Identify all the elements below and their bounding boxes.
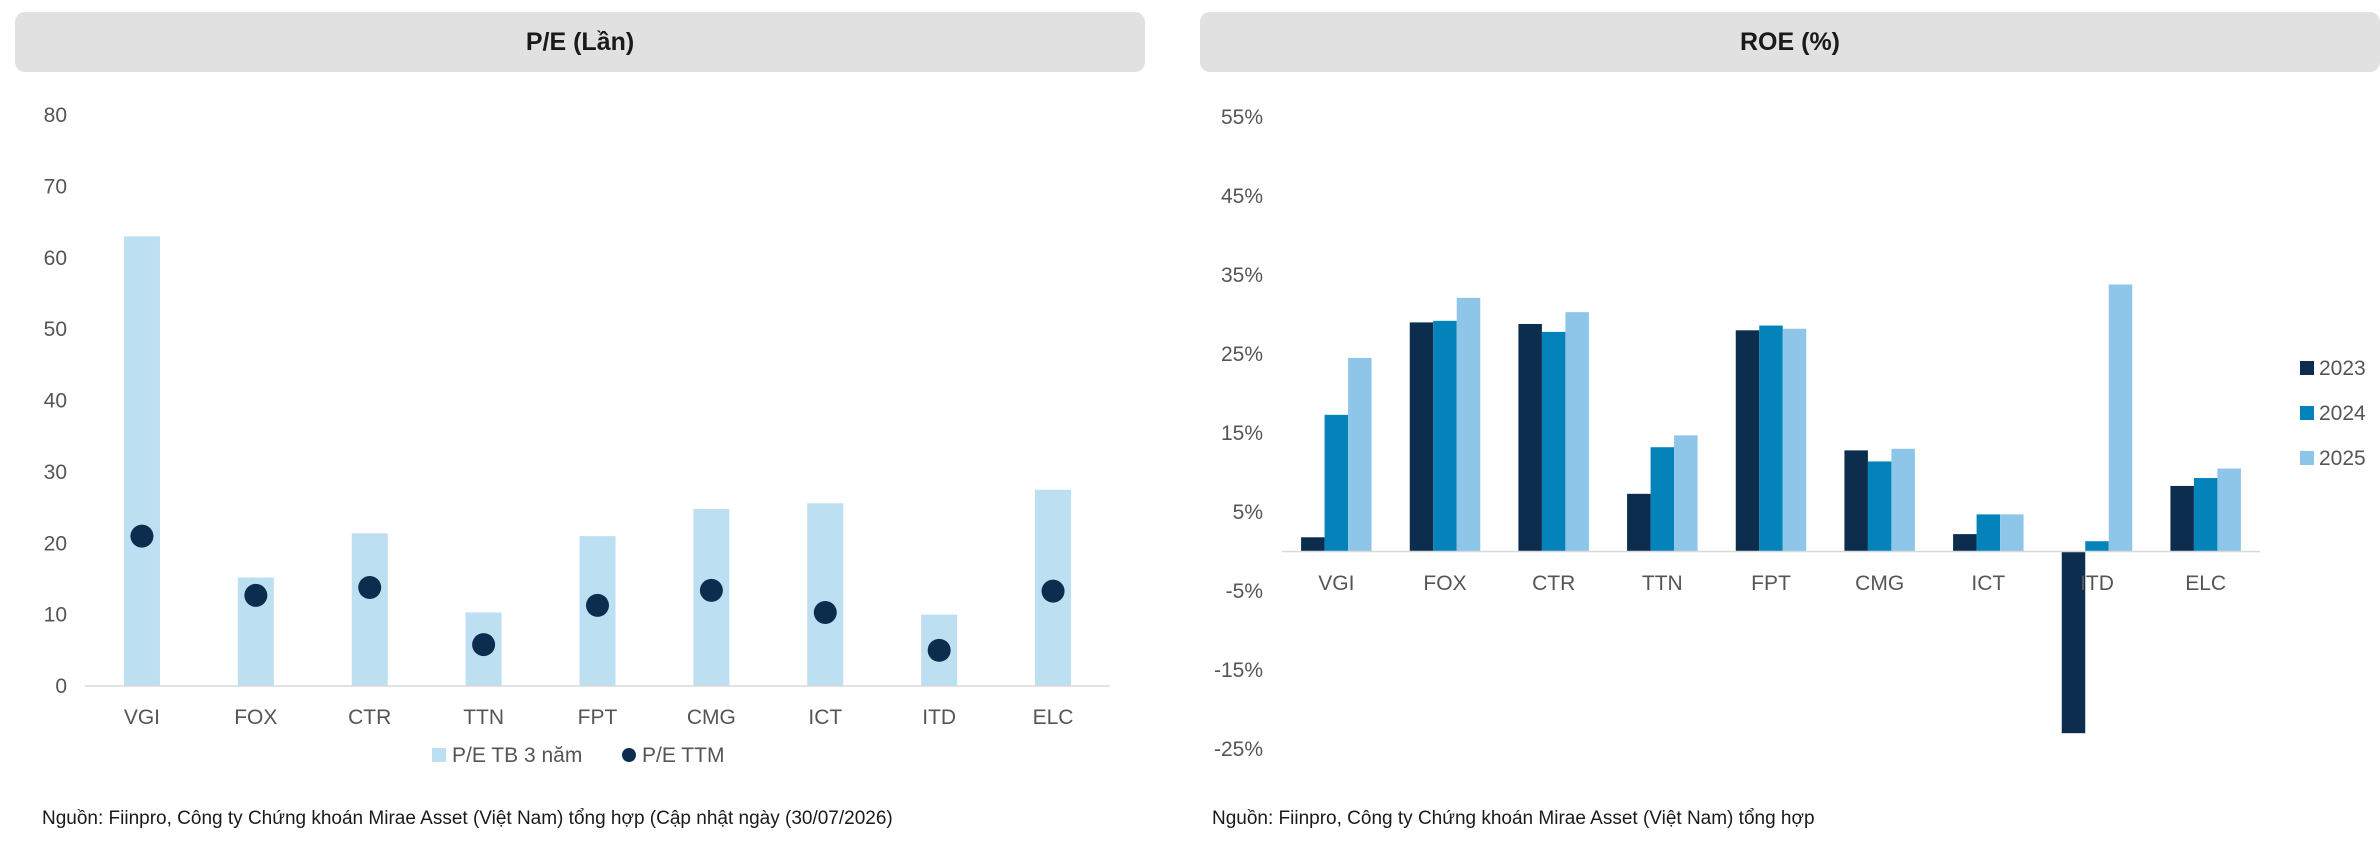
x-tick-label: FOX	[234, 706, 277, 729]
x-tick-label: TTN	[463, 706, 504, 729]
x-tick-label: FOX	[1423, 572, 1466, 595]
x-tick-label: ELC	[2185, 572, 2226, 595]
roe-bar-2025	[1348, 357, 1372, 552]
legend-label-pe-3yr-avg: P/E TB 3 năm	[452, 744, 582, 767]
pe-chart: 0 10 20 30 40 50 60 70 80 VGI FOX CTR TTN FPT CMG ICT IT…	[44, 104, 1110, 767]
roe-bar-2025	[1456, 297, 1481, 552]
pe-3yr-avg-bar	[351, 533, 388, 686]
legend-label-2024: 2024	[2319, 402, 2366, 425]
pe-3yr-avg-bar	[807, 503, 844, 686]
y-tick-label: 5%	[1233, 501, 1263, 524]
y-tick-label: -5%	[1226, 580, 1263, 603]
y-tick-label: 10	[44, 604, 67, 627]
roe-bar-2024	[1650, 447, 1675, 552]
roe-bar-2024	[1541, 331, 1566, 552]
pe-ttm-point	[130, 524, 154, 548]
roe-bar-2025	[2217, 468, 2241, 552]
y-tick-label: 25%	[1221, 343, 1263, 366]
roe-bar-2025	[1674, 435, 1698, 552]
y-tick-label: 40	[44, 390, 67, 413]
roe-bar-2023	[1518, 323, 1542, 552]
roe-bar-2025	[2000, 514, 2024, 552]
roe-chart: -25% -15% -5% 5% 15% 25% 35% 45% 55% VGI FOX CTR TTN…	[1214, 106, 2366, 761]
legend-label-pe-ttm: P/E TTM	[642, 744, 724, 767]
pe-chart-panel: P/E (Lần) 0 10 20 30 40 50 60 70 80 VGI FOX CTR TTN F…	[0, 0, 1160, 843]
y-tick-label: 15%	[1221, 422, 1263, 445]
pe-ttm-point	[358, 576, 382, 600]
y-tick-label: 60	[44, 247, 67, 270]
roe-bar-2025	[1565, 312, 1589, 552]
x-tick-label: ICT	[808, 706, 842, 729]
y-tick-label: 50	[44, 318, 67, 341]
y-tick-label: 80	[44, 104, 67, 127]
x-tick-label: VGI	[1318, 572, 1354, 595]
pe-ttm-point	[813, 600, 837, 624]
pe-ttm-point	[1041, 579, 1065, 603]
x-tick-label: CMG	[1855, 572, 1904, 595]
pe-ttm-point	[472, 633, 496, 657]
pe-ttm-point	[699, 578, 723, 602]
y-tick-label: -15%	[1214, 659, 1263, 682]
y-tick-label: 55%	[1221, 106, 1263, 129]
roe-bar-2023	[1953, 534, 1977, 552]
pe-3yr-avg-bar	[123, 236, 160, 686]
x-tick-label: ELC	[1033, 706, 1074, 729]
pe-ttm-point	[244, 583, 268, 607]
roe-bar-2025	[1891, 448, 1915, 552]
legend-swatch-2025	[2300, 451, 2314, 465]
legend-label-2023: 2023	[2319, 357, 2366, 380]
roe-bar-2024	[1976, 514, 2001, 552]
roe-bar-2025	[1782, 328, 1807, 552]
roe-bar-2023	[2061, 551, 2086, 734]
roe-bar-2023	[1844, 450, 1868, 552]
x-tick-label: ICT	[1971, 572, 2005, 595]
x-tick-label: CMG	[687, 706, 736, 729]
roe-bar-2023	[1627, 493, 1651, 552]
pe-source-note: Nguồn: Fiinpro, Công ty Chứng khoán Mira…	[42, 808, 893, 829]
x-tick-label: CTR	[348, 706, 391, 729]
legend-swatch-pe-3yr-avg	[432, 748, 446, 762]
x-tick-label: ITD	[922, 706, 956, 729]
pe-ttm-point	[927, 638, 951, 662]
pe-chart-title: P/E (Lần)	[15, 12, 1145, 72]
roe-bar-2025	[2108, 284, 2133, 552]
y-tick-label: -25%	[1214, 738, 1263, 761]
roe-bar-2024	[1867, 461, 1892, 552]
roe-bar-2024	[2085, 541, 2109, 552]
roe-chart-panel: ROE (%) -25% -15% -5% 5% 15% 25% 35% 45% 55% VGI F…	[1190, 0, 2380, 843]
x-tick-label: VGI	[124, 706, 160, 729]
x-tick-label: CTR	[1532, 572, 1575, 595]
y-tick-label: 35%	[1221, 264, 1263, 287]
y-tick-label: 20	[44, 532, 67, 555]
roe-source-note: Nguồn: Fiinpro, Công ty Chứng khoán Mira…	[1212, 808, 1815, 829]
roe-bar-2023	[1301, 537, 1325, 552]
x-tick-label: FPT	[578, 706, 618, 729]
x-tick-label: ITD	[2080, 572, 2114, 595]
pe-ttm-point	[586, 593, 609, 617]
roe-bar-2023	[1409, 322, 1434, 552]
x-tick-label: FPT	[1751, 572, 1791, 595]
roe-bar-2024	[1324, 414, 1349, 552]
y-tick-label: 30	[44, 461, 67, 484]
legend-swatch-pe-ttm	[622, 748, 636, 762]
legend-swatch-2024	[2300, 406, 2314, 420]
roe-bar-2024	[1759, 325, 1783, 552]
y-tick-label: 70	[44, 175, 67, 198]
roe-bar-2023	[2170, 485, 2194, 552]
legend-label-2025: 2025	[2319, 447, 2366, 470]
roe-bar-2023	[1735, 330, 1760, 552]
y-tick-label: 45%	[1221, 185, 1263, 208]
roe-chart-title: ROE (%)	[1200, 12, 2380, 72]
x-tick-label: TTN	[1642, 572, 1683, 595]
roe-bar-2024	[1433, 320, 1457, 552]
legend-swatch-2023	[2300, 361, 2314, 375]
roe-bar-2024	[2193, 478, 2218, 552]
y-tick-label: 0	[55, 675, 67, 698]
